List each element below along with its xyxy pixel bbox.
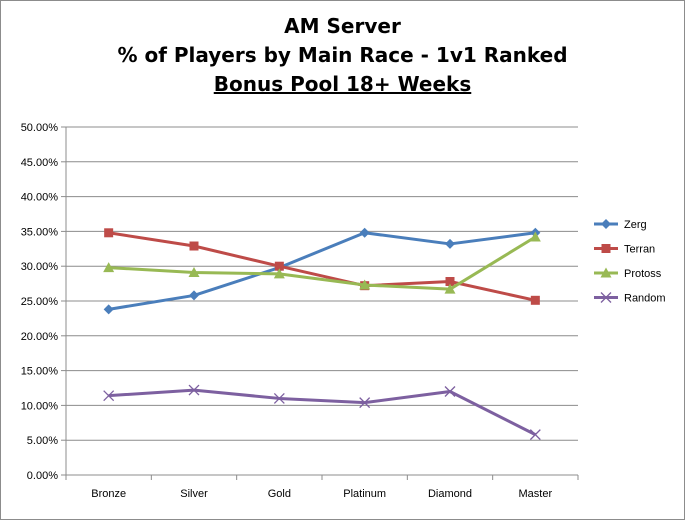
data-point-zerg [103, 304, 114, 315]
data-point-random [103, 390, 115, 402]
series-line-protoss [108, 235, 537, 291]
y-tick-label: 35.00% [21, 226, 59, 238]
x-tick-label: Silver [180, 488, 208, 500]
marker-stroke [444, 386, 456, 397]
data-point-protoss [359, 279, 371, 290]
data-point-protoss [103, 262, 115, 273]
data-point-random [444, 386, 456, 397]
series-line-random [108, 388, 537, 436]
data-point-zerg [359, 227, 370, 238]
legend-marker-protoss [600, 267, 612, 278]
chart-subtitle: % of Players by Main Race - 1v1 Ranked [117, 43, 568, 67]
legend-label-random: Random [624, 293, 666, 305]
data-point-zerg [445, 238, 455, 249]
legend: Zerg Terran Protoss Random [594, 219, 666, 305]
data-point-random [273, 392, 285, 404]
y-tick-label: 15.00% [21, 366, 59, 378]
y-tick-label: 20.00% [21, 331, 59, 343]
data-point-protoss [273, 268, 285, 279]
data-point-random [188, 384, 200, 396]
data-point-terran [530, 295, 540, 305]
legend-label-zerg: Zerg [624, 219, 647, 231]
y-tick-label: 0.00% [27, 470, 58, 482]
x-tick-label: Gold [268, 488, 291, 500]
y-tick-label: 45.00% [21, 157, 59, 169]
legend-marker-zerg [601, 219, 611, 229]
series-lines [103, 227, 541, 441]
legend-marker-random [600, 292, 612, 303]
y-tick-label: 40.00% [21, 192, 59, 204]
x-tick-label: Platinum [343, 488, 386, 500]
x-tick-label: Bronze [91, 488, 126, 500]
chart-title: AM Server [284, 14, 401, 38]
data-point-terran [274, 261, 284, 271]
marker-stroke [359, 397, 371, 409]
data-point-terran [445, 277, 455, 287]
data-point-random [359, 397, 371, 409]
y-tick-label: 10.00% [21, 400, 59, 412]
marker-stroke [529, 429, 541, 441]
marker-stroke [600, 292, 612, 303]
y-tick-label: 30.00% [21, 261, 59, 273]
y-tick-label: 5.00% [27, 435, 58, 447]
marker-stroke [103, 390, 115, 402]
data-point-protoss [188, 266, 200, 277]
legend-marker-terran [601, 244, 611, 253]
series-line-terran [108, 231, 536, 302]
marker-stroke [273, 392, 285, 404]
marker-stroke [188, 384, 200, 396]
data-point-random [529, 429, 541, 441]
chart-subtitle-underlined: Bonus Pool 18+ Weeks [213, 72, 472, 96]
data-point-protoss [444, 283, 456, 294]
legend-label-terran: Terran [624, 244, 655, 256]
series-line-zerg [108, 231, 536, 311]
x-tick-label: Diamond [428, 488, 472, 500]
axes: 0.00% 5.00% 10.00% 15.00% 20.00% 25.00% 30.00%… [21, 122, 579, 500]
data-point-terran [104, 228, 114, 238]
data-point-protoss [529, 231, 541, 242]
legend-label-protoss: Protoss [624, 268, 662, 280]
data-point-terran [189, 241, 199, 251]
x-tick-label: Master [519, 488, 553, 500]
y-tick-label: 25.00% [21, 296, 59, 308]
data-point-zerg [189, 290, 199, 301]
y-tick-label: 50.00% [21, 122, 59, 134]
